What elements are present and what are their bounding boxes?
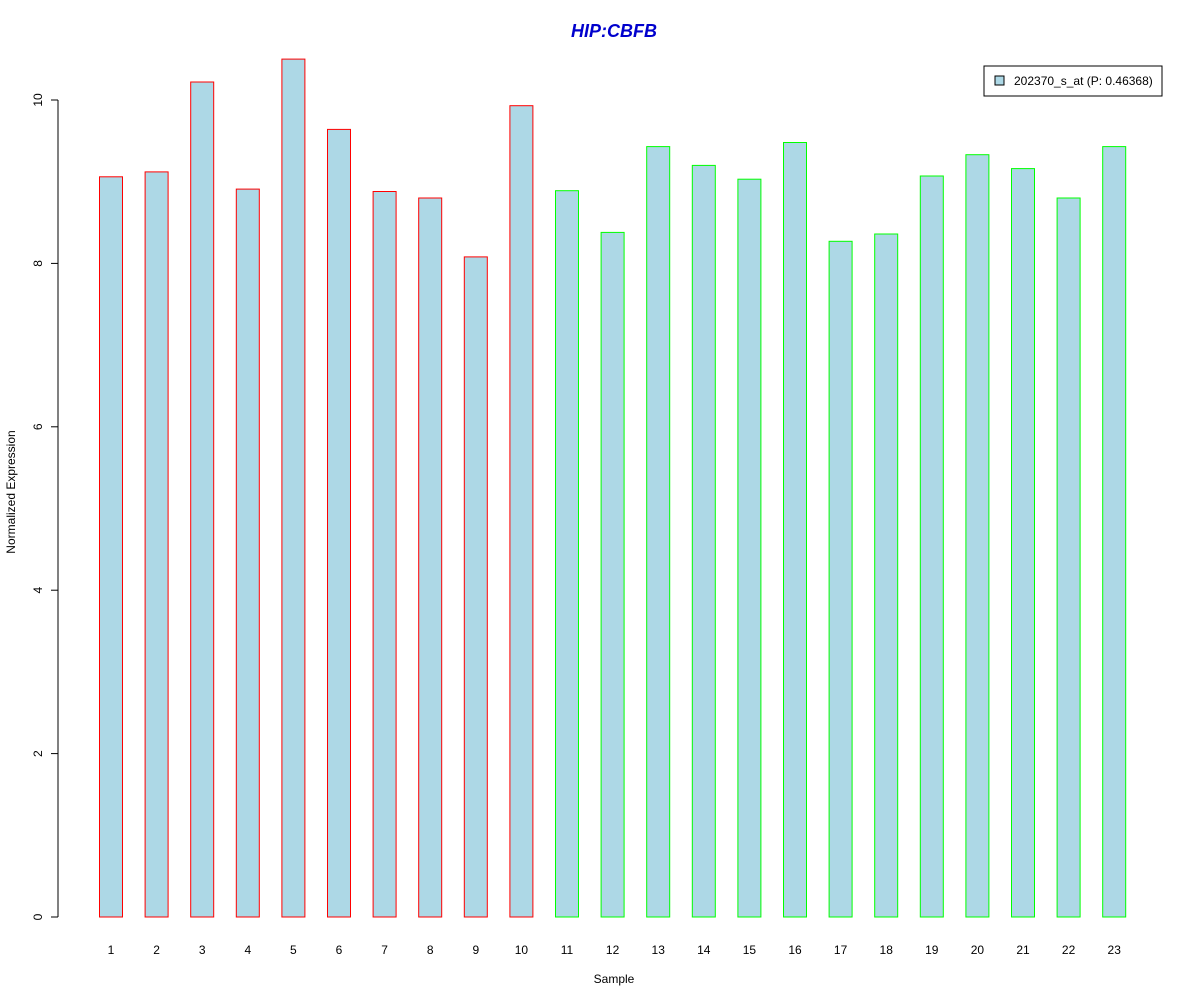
- x-tick-label: 15: [743, 943, 757, 957]
- bar-sample-17: [828, 240, 853, 918]
- y-tick-label: 10: [31, 93, 45, 107]
- x-tick-label: 17: [834, 943, 848, 957]
- bar-sample-15: [737, 178, 762, 918]
- bar-sample-6: [327, 128, 351, 918]
- x-tick-label: 1: [108, 943, 115, 957]
- x-tick-label: 8: [427, 943, 434, 957]
- bar-sample-16: [783, 142, 807, 918]
- x-tick-label: 12: [606, 943, 620, 957]
- x-tick-labels: 1 2 3 4 5 6 7 8 9 10 11 12 13 14 15 16 17 18 19 20 21 22 23: [108, 943, 1122, 957]
- legend-box: [983, 65, 1163, 97]
- bar-sample-20: [965, 154, 990, 918]
- bar-sample-9: [463, 256, 488, 918]
- y-axis-title: Normalized Expression: [4, 430, 18, 553]
- x-tick-label: 13: [652, 943, 666, 957]
- bar-sample-23: [1102, 146, 1127, 918]
- x-tick-label: 4: [244, 943, 251, 957]
- bars-group: [99, 58, 1127, 918]
- x-tick-label: 6: [336, 943, 343, 957]
- x-tick-label: 11: [561, 943, 574, 957]
- x-tick-label: 7: [381, 943, 388, 957]
- bar-sample-14: [691, 164, 716, 918]
- bar-sample-11: [555, 190, 579, 918]
- x-tick-label: 18: [880, 943, 894, 957]
- bar-sample-19: [919, 175, 944, 918]
- y-axis: 0 2 4 6 8 10: [31, 93, 59, 920]
- x-tick-label: 21: [1016, 943, 1030, 957]
- y-tick-label: 8: [31, 260, 45, 267]
- bar-sample-4: [235, 188, 260, 918]
- legend-label: 202370_s_at (P: 0.46368): [1014, 74, 1153, 88]
- x-axis-title: Sample: [594, 972, 635, 986]
- y-tick-label: 2: [31, 750, 45, 757]
- bar-sample-13: [646, 146, 671, 918]
- bar-sample-5: [281, 58, 306, 918]
- x-tick-label: 10: [515, 943, 529, 957]
- x-tick-label: 3: [199, 943, 206, 957]
- x-tick-label: 2: [153, 943, 160, 957]
- legend: 202370_s_at (P: 0.46368): [983, 65, 1163, 97]
- x-tick-label: 9: [472, 943, 479, 957]
- y-tick-label: 4: [31, 587, 45, 594]
- x-tick-label: 5: [290, 943, 297, 957]
- x-tick-label: 19: [925, 943, 939, 957]
- bar-sample-10: [509, 105, 534, 918]
- chart-title: HIP:CBFB: [571, 21, 657, 41]
- x-tick-label: 20: [971, 943, 985, 957]
- y-tick-label: 6: [31, 423, 45, 430]
- y-tick-label: 0: [31, 913, 45, 920]
- bar-sample-2: [144, 171, 169, 918]
- bar-sample-3: [190, 81, 215, 918]
- x-tick-label: 14: [697, 943, 711, 957]
- bar-sample-18: [874, 233, 899, 918]
- x-tick-label: 23: [1108, 943, 1122, 957]
- bar-sample-21: [1011, 168, 1035, 918]
- bar-sample-22: [1056, 197, 1081, 918]
- bar-sample-7: [372, 191, 397, 918]
- bar-sample-12: [600, 231, 625, 918]
- bar-sample-1: [99, 176, 123, 918]
- bar-sample-8: [418, 197, 443, 918]
- x-tick-label: 16: [788, 943, 802, 957]
- x-tick-label: 22: [1062, 943, 1076, 957]
- legend-swatch: [994, 75, 1005, 86]
